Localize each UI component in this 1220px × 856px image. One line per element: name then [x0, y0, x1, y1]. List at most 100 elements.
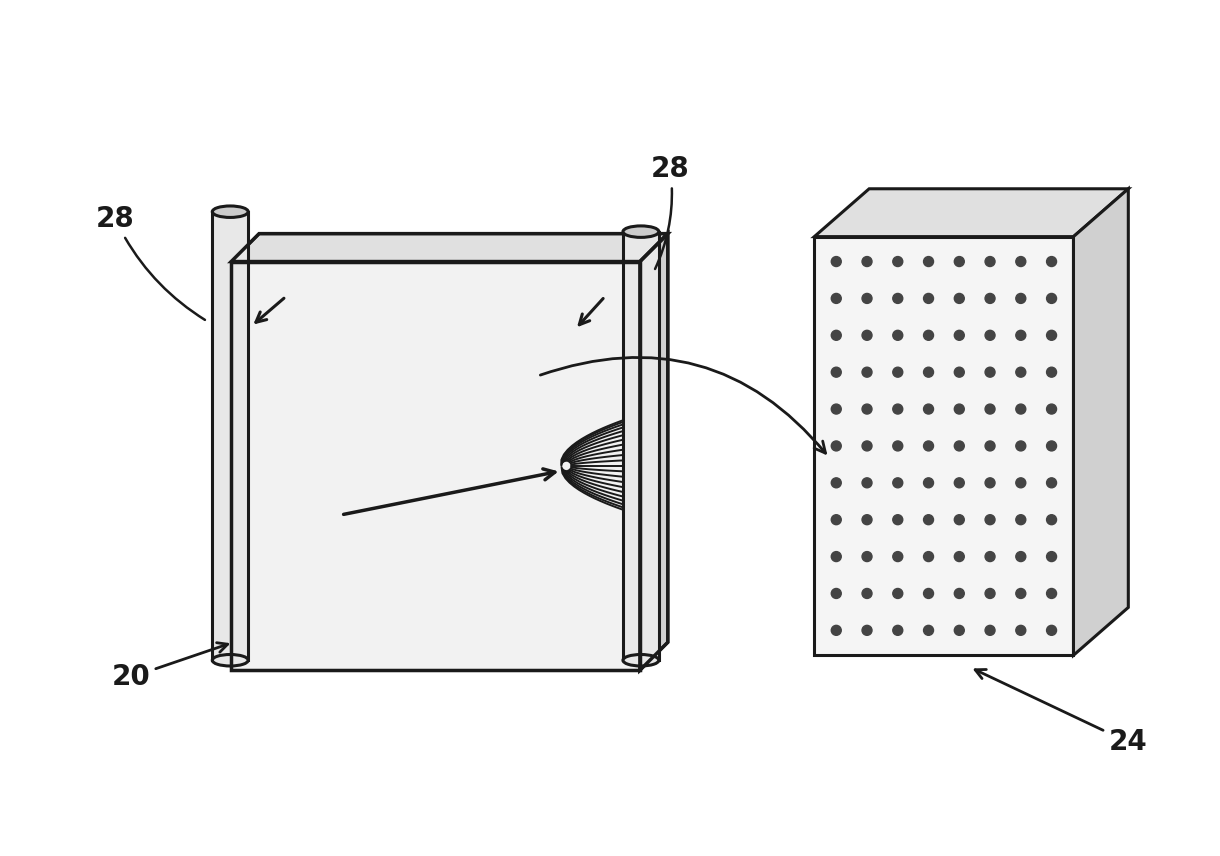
Circle shape [893, 257, 903, 266]
Circle shape [831, 441, 842, 451]
Circle shape [924, 441, 933, 451]
Circle shape [831, 551, 842, 562]
Circle shape [1047, 478, 1057, 488]
Circle shape [954, 367, 964, 377]
Circle shape [1016, 404, 1026, 414]
Circle shape [1047, 367, 1057, 377]
Circle shape [954, 514, 964, 525]
Circle shape [1016, 257, 1026, 266]
Circle shape [863, 257, 872, 266]
Circle shape [1047, 330, 1057, 341]
Circle shape [863, 551, 872, 562]
Circle shape [893, 441, 903, 451]
Circle shape [893, 551, 903, 562]
Circle shape [924, 551, 933, 562]
FancyArrowPatch shape [540, 358, 826, 453]
Circle shape [985, 330, 996, 341]
Circle shape [893, 404, 903, 414]
Circle shape [863, 404, 872, 414]
Circle shape [954, 294, 964, 303]
Text: 28: 28 [95, 205, 205, 320]
Polygon shape [623, 232, 659, 660]
Circle shape [893, 588, 903, 598]
Circle shape [924, 514, 933, 525]
Circle shape [985, 514, 996, 525]
Polygon shape [814, 236, 1074, 655]
Circle shape [893, 367, 903, 377]
Circle shape [985, 626, 996, 635]
Polygon shape [212, 211, 248, 660]
Circle shape [924, 588, 933, 598]
Circle shape [1016, 294, 1026, 303]
Text: 20: 20 [111, 643, 228, 691]
Circle shape [954, 478, 964, 488]
Circle shape [831, 626, 842, 635]
Circle shape [831, 404, 842, 414]
Circle shape [924, 404, 933, 414]
Circle shape [863, 294, 872, 303]
Circle shape [924, 257, 933, 266]
Circle shape [1016, 478, 1026, 488]
Circle shape [863, 478, 872, 488]
Circle shape [1047, 514, 1057, 525]
Circle shape [954, 551, 964, 562]
Circle shape [985, 294, 996, 303]
Circle shape [954, 588, 964, 598]
Ellipse shape [623, 226, 659, 237]
Circle shape [1016, 367, 1026, 377]
Ellipse shape [623, 655, 659, 666]
Circle shape [1047, 588, 1057, 598]
Polygon shape [232, 234, 667, 262]
Polygon shape [640, 234, 667, 670]
Circle shape [1016, 551, 1026, 562]
Circle shape [863, 514, 872, 525]
Circle shape [1016, 330, 1026, 341]
Circle shape [924, 330, 933, 341]
Circle shape [831, 330, 842, 341]
Circle shape [831, 514, 842, 525]
Circle shape [1047, 404, 1057, 414]
Circle shape [893, 294, 903, 303]
Circle shape [985, 478, 996, 488]
Circle shape [1047, 626, 1057, 635]
Polygon shape [232, 262, 640, 670]
Circle shape [1016, 514, 1026, 525]
Polygon shape [814, 189, 1128, 236]
Ellipse shape [212, 206, 248, 217]
Circle shape [954, 441, 964, 451]
Circle shape [831, 367, 842, 377]
Circle shape [831, 294, 842, 303]
Circle shape [863, 588, 872, 598]
Circle shape [863, 626, 872, 635]
Circle shape [863, 330, 872, 341]
Circle shape [985, 257, 996, 266]
Circle shape [924, 478, 933, 488]
Circle shape [985, 441, 996, 451]
Circle shape [985, 404, 996, 414]
Circle shape [924, 626, 933, 635]
Circle shape [954, 404, 964, 414]
Circle shape [831, 478, 842, 488]
Circle shape [924, 367, 933, 377]
Circle shape [954, 330, 964, 341]
Circle shape [893, 626, 903, 635]
Circle shape [954, 626, 964, 635]
Circle shape [1016, 626, 1026, 635]
Circle shape [893, 478, 903, 488]
Circle shape [863, 367, 872, 377]
Circle shape [893, 514, 903, 525]
Circle shape [893, 330, 903, 341]
Text: 28: 28 [650, 155, 689, 269]
Circle shape [985, 367, 996, 377]
Circle shape [863, 441, 872, 451]
Circle shape [954, 257, 964, 266]
Circle shape [1047, 551, 1057, 562]
Circle shape [831, 588, 842, 598]
Circle shape [985, 551, 996, 562]
Circle shape [1047, 257, 1057, 266]
Circle shape [924, 294, 933, 303]
Circle shape [985, 588, 996, 598]
Circle shape [1047, 441, 1057, 451]
Circle shape [831, 257, 842, 266]
Circle shape [1047, 294, 1057, 303]
